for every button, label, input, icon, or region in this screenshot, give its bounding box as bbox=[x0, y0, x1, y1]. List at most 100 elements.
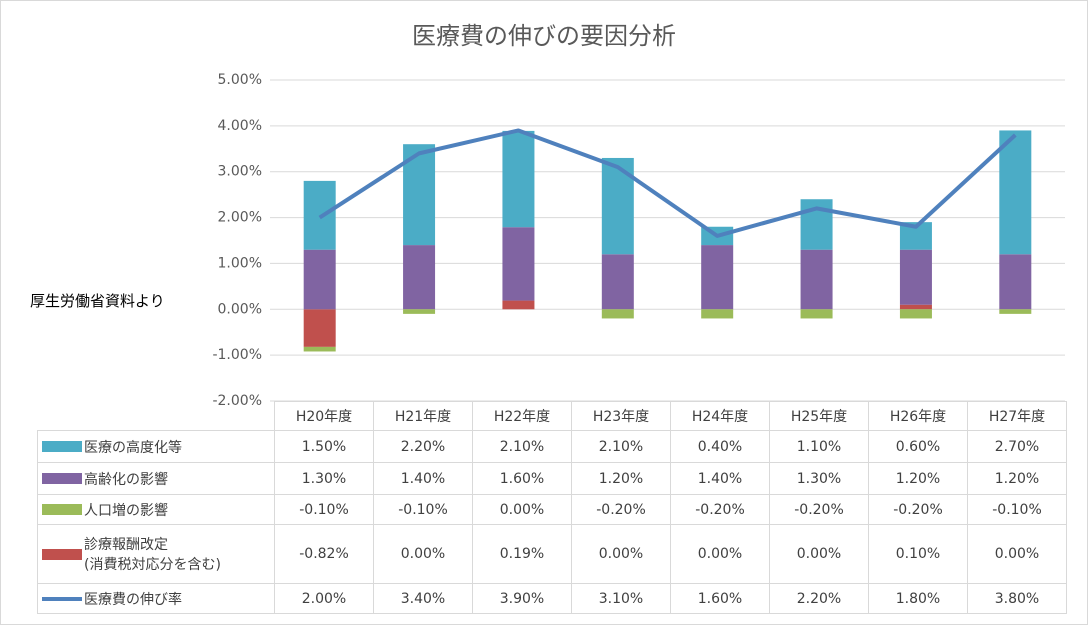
value-label: 2.70% bbox=[967, 430, 1067, 463]
value-label: 2.10% bbox=[571, 430, 671, 463]
legend-label: 医療費の伸び率 bbox=[84, 591, 182, 608]
value-label: 0.19% bbox=[472, 524, 572, 584]
value-label: 1.40% bbox=[373, 462, 473, 495]
value-label: 3.90% bbox=[472, 583, 572, 614]
value-label: 3.10% bbox=[571, 583, 671, 614]
value-label: 3.40% bbox=[373, 583, 473, 614]
category-label: H22年度 bbox=[472, 401, 572, 431]
value-label: 2.10% bbox=[472, 430, 572, 463]
value-label: 1.80% bbox=[868, 583, 968, 614]
value-label: 2.20% bbox=[769, 583, 869, 614]
value-label: -0.10% bbox=[373, 494, 473, 525]
value-label: 1.40% bbox=[670, 462, 770, 495]
value-label: -0.10% bbox=[274, 494, 374, 525]
bar bbox=[701, 245, 734, 310]
value-label: 2.20% bbox=[373, 430, 473, 463]
legend-key bbox=[42, 441, 82, 452]
value-label: 1.60% bbox=[472, 462, 572, 495]
bar bbox=[899, 249, 932, 305]
y-tick-label: 0.00% bbox=[218, 301, 262, 317]
legend-label: 診療報酬改定 (消費税対応分を含む) bbox=[84, 537, 221, 573]
legend-key bbox=[42, 596, 82, 601]
bar bbox=[502, 300, 535, 310]
bar bbox=[403, 245, 436, 310]
value-label: 1.10% bbox=[769, 430, 869, 463]
value-label: -0.20% bbox=[868, 494, 968, 525]
value-label: 1.20% bbox=[571, 462, 671, 495]
bar bbox=[601, 157, 634, 255]
bar bbox=[800, 249, 833, 310]
table-row: 高齢化の影響 1.30% 1.40% 1.60% 1.20% 1.40% 1.30% 1.20… bbox=[37, 462, 1067, 495]
legend-label: 高齢化の影響 bbox=[84, 471, 168, 488]
corner-cell bbox=[37, 401, 275, 431]
table-row: 診療報酬改定 (消費税対応分を含む) -0.82% 0.00% 0.19% 0.00% 0… bbox=[37, 524, 1067, 584]
legend-key bbox=[42, 504, 82, 515]
legend-label: 医療の高度化等 bbox=[84, 439, 182, 456]
value-label: 0.00% bbox=[769, 524, 869, 584]
category-label: H25年度 bbox=[769, 401, 869, 431]
legend-cell: 人口増の影響 bbox=[37, 494, 275, 525]
value-label: 0.00% bbox=[472, 494, 572, 525]
table-header-row: H20年度 H21年度 H22年度 H23年度 H24年度 H25年度 H26年度 H27年度 bbox=[37, 401, 1067, 431]
bar bbox=[601, 254, 634, 310]
y-tick-label: 4.00% bbox=[218, 118, 262, 134]
source-note: 厚生労働省資料より bbox=[30, 292, 165, 310]
category-label: H24年度 bbox=[670, 401, 770, 431]
value-label: 1.30% bbox=[769, 462, 869, 495]
value-label: -0.10% bbox=[967, 494, 1067, 525]
bar bbox=[999, 254, 1032, 310]
category-label: H21年度 bbox=[373, 401, 473, 431]
value-label: 0.00% bbox=[373, 524, 473, 584]
line-series bbox=[318, 128, 1017, 238]
y-tick-label: 2.00% bbox=[218, 210, 262, 226]
bar bbox=[303, 249, 336, 310]
value-label: 0.60% bbox=[868, 430, 968, 463]
value-label: 3.80% bbox=[967, 583, 1067, 614]
value-label: -0.20% bbox=[670, 494, 770, 525]
bar bbox=[403, 309, 436, 314]
bar bbox=[899, 304, 932, 310]
value-label: 0.00% bbox=[571, 524, 671, 584]
value-label: -0.20% bbox=[571, 494, 671, 525]
legend-key bbox=[42, 473, 82, 484]
value-label: -0.82% bbox=[274, 524, 374, 584]
value-label: 0.00% bbox=[967, 524, 1067, 584]
legend-key bbox=[42, 548, 82, 560]
bar bbox=[601, 309, 634, 319]
legend-label: 人口増の影響 bbox=[84, 502, 168, 519]
table-row: 医療費の伸び率 2.00% 3.40% 3.90% 3.10% 1.60% 2.20% 1.8… bbox=[37, 583, 1067, 614]
y-tick-label: -1.00% bbox=[212, 347, 262, 363]
table-row: 人口増の影響 -0.10% -0.10% 0.00% -0.20% -0.20% -0.20… bbox=[37, 494, 1067, 525]
category-label: H20年度 bbox=[274, 401, 374, 431]
legend-cell: 医療費の伸び率 bbox=[37, 583, 275, 614]
bar bbox=[999, 130, 1032, 255]
data-table: H20年度 H21年度 H22年度 H23年度 H24年度 H25年度 H26年度 H27年度… bbox=[37, 401, 1067, 614]
value-label: 1.20% bbox=[868, 462, 968, 495]
bar bbox=[999, 309, 1032, 314]
value-label: 0.10% bbox=[868, 524, 968, 584]
category-label: H23年度 bbox=[571, 401, 671, 431]
y-tick-label: 3.00% bbox=[218, 164, 262, 180]
bar bbox=[800, 309, 833, 319]
bar bbox=[303, 309, 336, 347]
legend-cell: 医療の高度化等 bbox=[37, 430, 275, 463]
category-label: H26年度 bbox=[868, 401, 968, 431]
category-label: H27年度 bbox=[967, 401, 1067, 431]
value-label: 1.60% bbox=[670, 583, 770, 614]
bar bbox=[502, 130, 535, 228]
chart-title: 医療費の伸びの要因分析 bbox=[412, 22, 676, 50]
y-tick-label: 1.00% bbox=[218, 255, 262, 271]
value-label: 1.50% bbox=[274, 430, 374, 463]
value-label: 0.00% bbox=[670, 524, 770, 584]
value-label: 1.20% bbox=[967, 462, 1067, 495]
legend-cell: 高齢化の影響 bbox=[37, 462, 275, 495]
value-label: 0.40% bbox=[670, 430, 770, 463]
bar bbox=[502, 227, 535, 301]
bar bbox=[701, 309, 734, 319]
table-row: 医療の高度化等 1.50% 2.20% 2.10% 2.10% 0.40% 1.10% 0.6… bbox=[37, 430, 1067, 463]
y-tick-label: 5.00% bbox=[218, 72, 262, 88]
value-label: 2.00% bbox=[274, 583, 374, 614]
legend-cell: 診療報酬改定 (消費税対応分を含む) bbox=[37, 524, 275, 584]
